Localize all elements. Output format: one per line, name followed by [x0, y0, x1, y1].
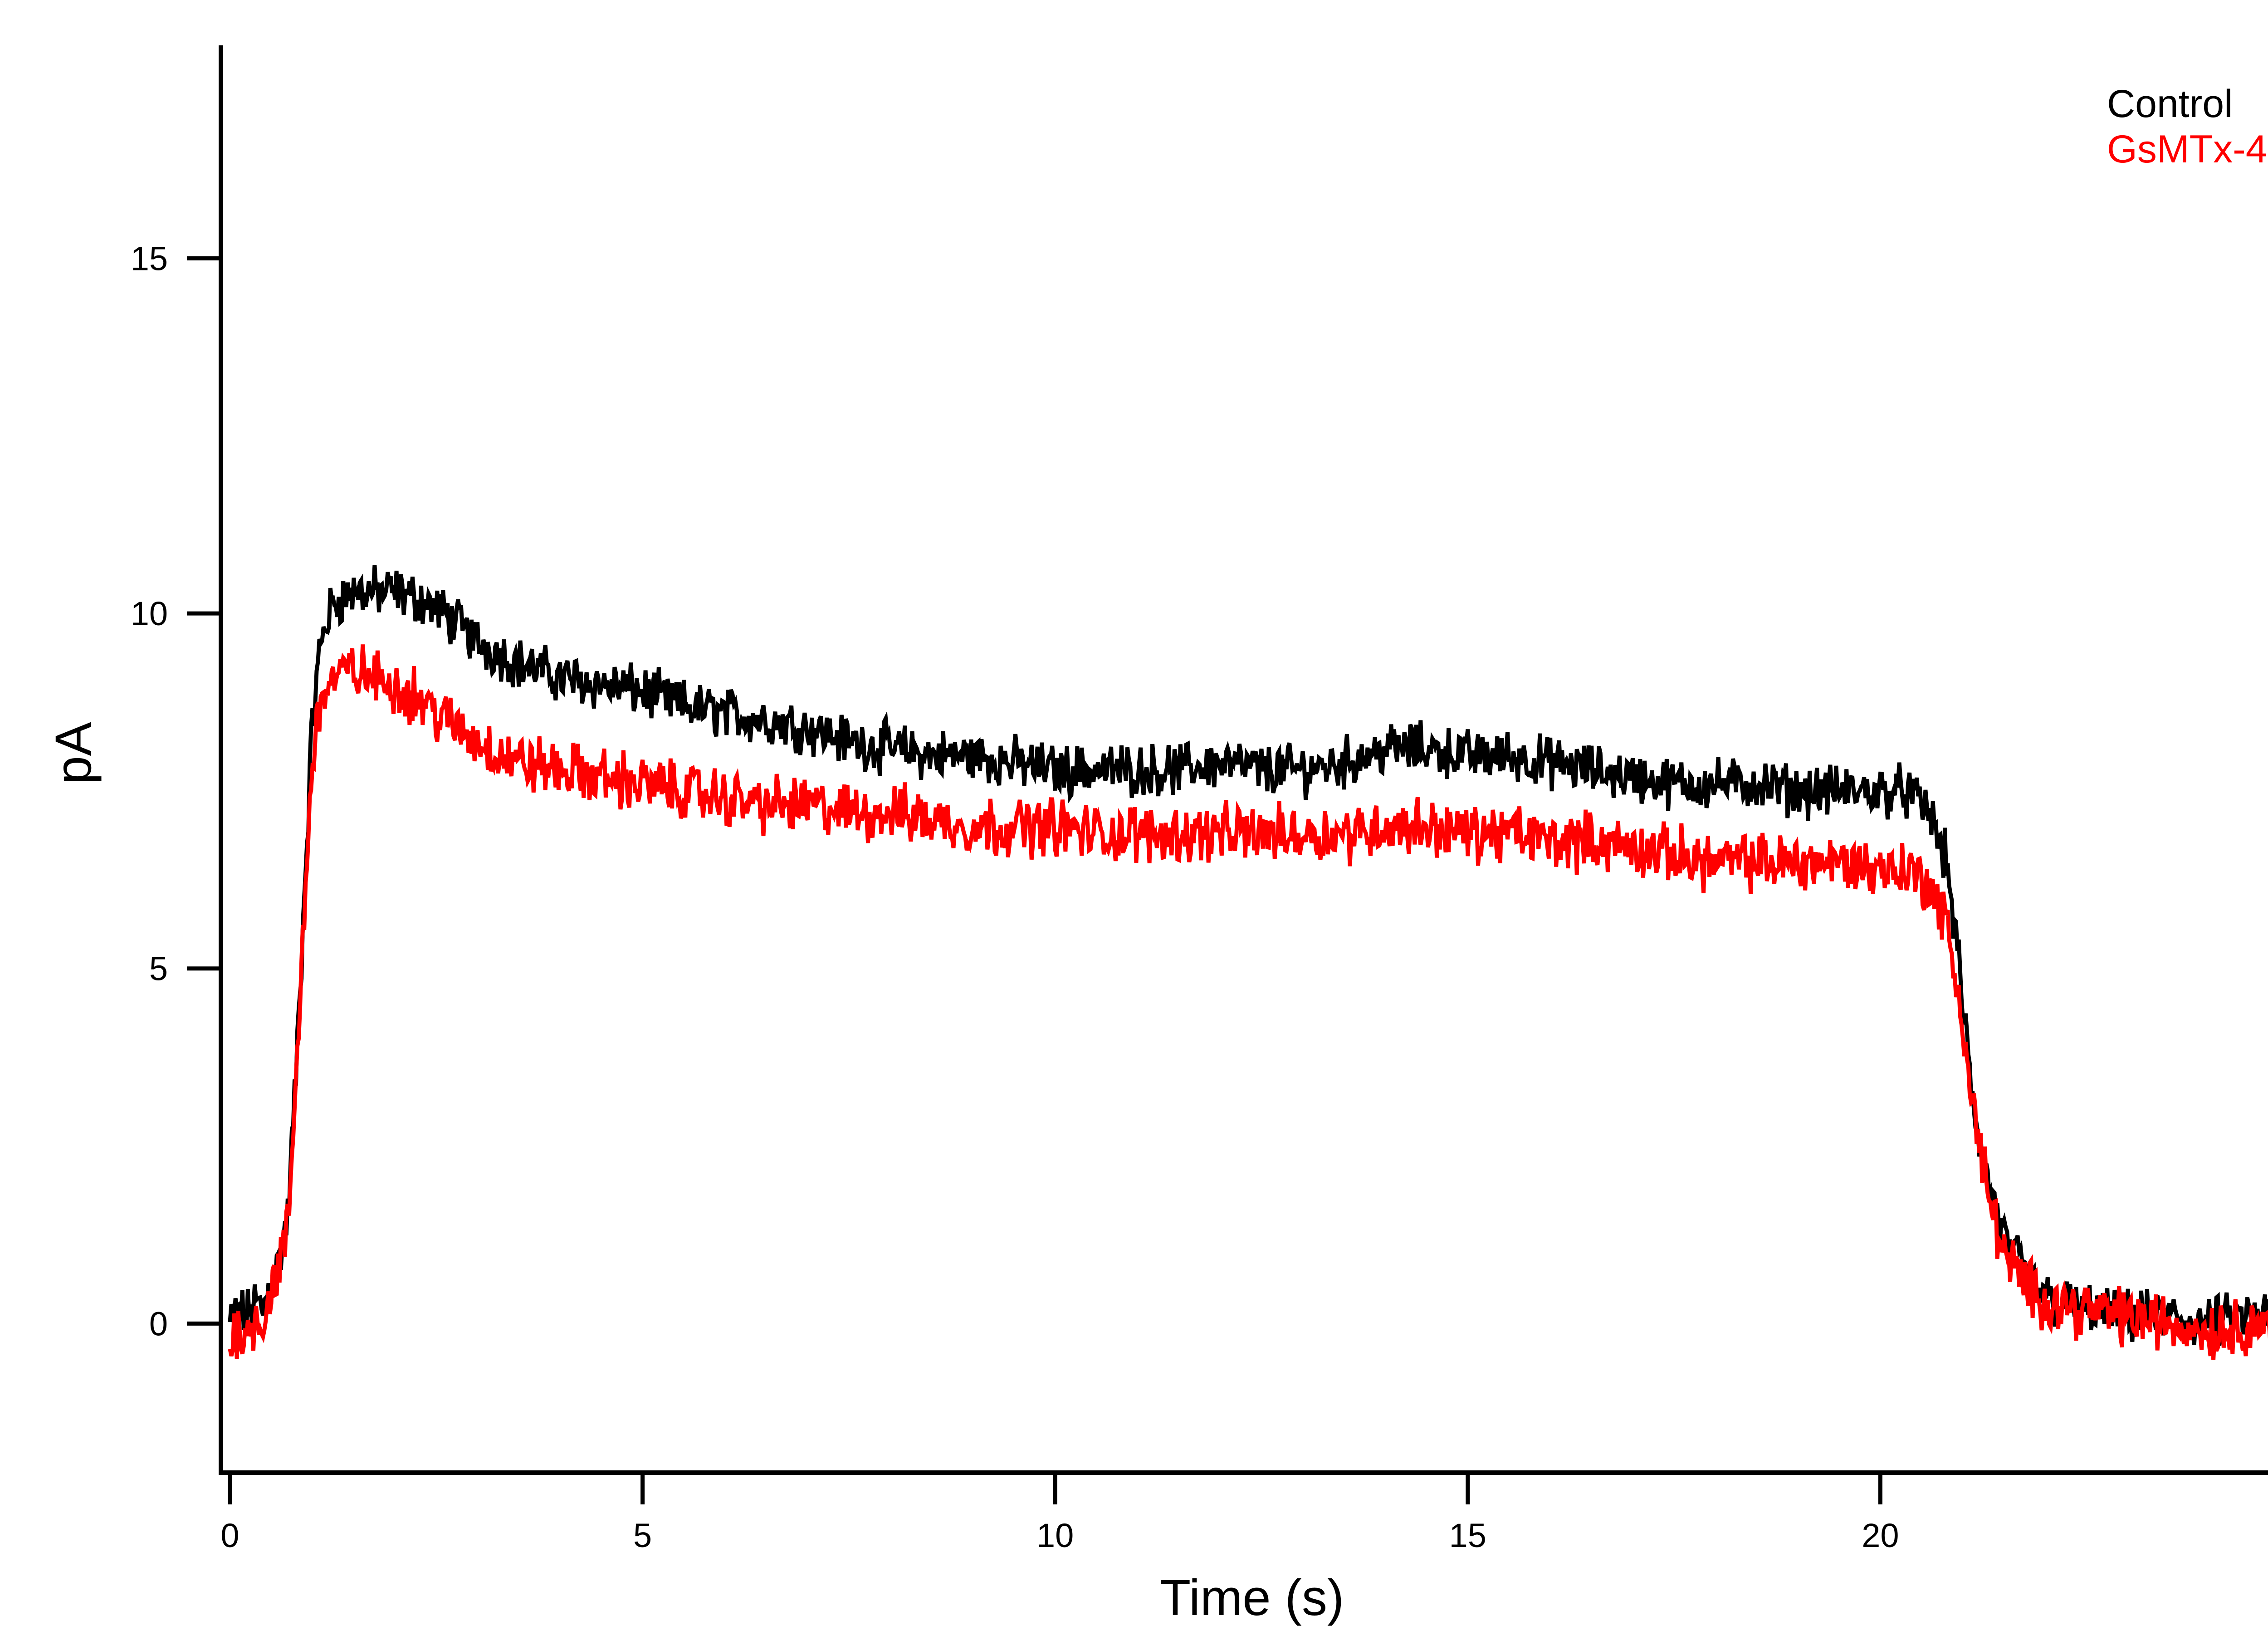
y-axis-ticks: 0 5 10 15	[131, 240, 221, 1342]
y-tick-label: 10	[131, 595, 168, 632]
legend-entry-control: Control	[2107, 82, 2233, 126]
x-axis-ticks: 0510152025	[220, 1473, 1899, 1554]
x-tick-label: 15	[1449, 1517, 1486, 1554]
series-line-control	[228, 565, 2268, 1346]
y-axis-title: pA	[45, 722, 102, 784]
x-tick-label: 20	[1862, 1517, 1899, 1554]
y-tick-label: 5	[149, 950, 168, 988]
plot-traces	[228, 565, 2268, 1360]
x-tick-label: 10	[1036, 1517, 1074, 1554]
y-tick-label: 15	[131, 240, 168, 278]
x-tick-label: 0	[220, 1517, 239, 1554]
y-tick-label: 0	[149, 1305, 168, 1342]
x-tick-label: 5	[633, 1517, 652, 1554]
legend-entry-gsmtx-4: GsMTx-4	[2107, 127, 2268, 171]
series-line-gsmtx-4	[228, 644, 2268, 1360]
x-axis-title: Time (s)	[1160, 1569, 1344, 1626]
